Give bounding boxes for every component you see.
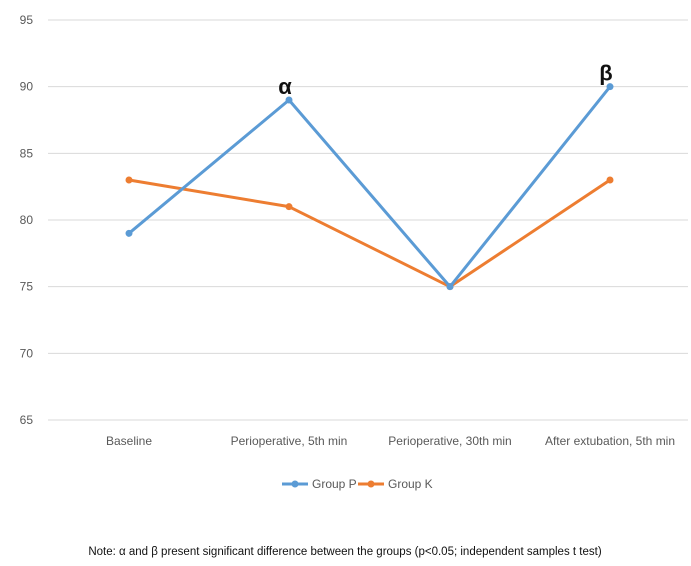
data-point <box>285 96 293 104</box>
legend-label: Group P <box>312 477 357 491</box>
x-tick-label: After extubation, 5th min <box>545 434 675 448</box>
data-point <box>285 203 293 211</box>
data-point <box>125 176 133 184</box>
significance-annotations: αβ <box>278 61 612 99</box>
footnote: Note: α and β present significant differ… <box>88 546 601 558</box>
legend-marker <box>291 480 299 488</box>
gridlines <box>48 19 688 421</box>
y-tick-label: 85 <box>20 146 34 160</box>
series-lines <box>125 83 614 291</box>
data-point <box>125 229 133 237</box>
y-tick-label: 80 <box>20 213 34 227</box>
series-line-group-p <box>127 85 612 289</box>
legend-marker <box>367 480 375 488</box>
x-tick-label: Baseline <box>106 434 152 448</box>
significance-marker: α <box>278 74 292 99</box>
y-tick-label: 70 <box>20 346 34 360</box>
legend: Group P Group K <box>282 477 433 491</box>
y-axis-tick-labels: 65 70 75 80 85 90 95 <box>20 13 34 427</box>
series-line-group-k <box>127 178 612 289</box>
y-tick-label: 75 <box>20 280 34 294</box>
x-tick-label: Perioperative, 30th min <box>388 434 511 448</box>
legend-label: Group K <box>388 477 433 491</box>
data-point <box>606 176 614 184</box>
x-axis-tick-labels: Baseline Perioperative, 5th min Perioperat… <box>106 434 675 448</box>
x-tick-label: Perioperative, 5th min <box>231 434 348 448</box>
y-tick-label: 95 <box>20 13 34 27</box>
y-tick-label: 90 <box>20 80 34 94</box>
significance-marker: β <box>599 61 612 86</box>
y-tick-label: 65 <box>20 413 34 427</box>
data-point <box>446 283 454 291</box>
data-point <box>606 83 614 91</box>
